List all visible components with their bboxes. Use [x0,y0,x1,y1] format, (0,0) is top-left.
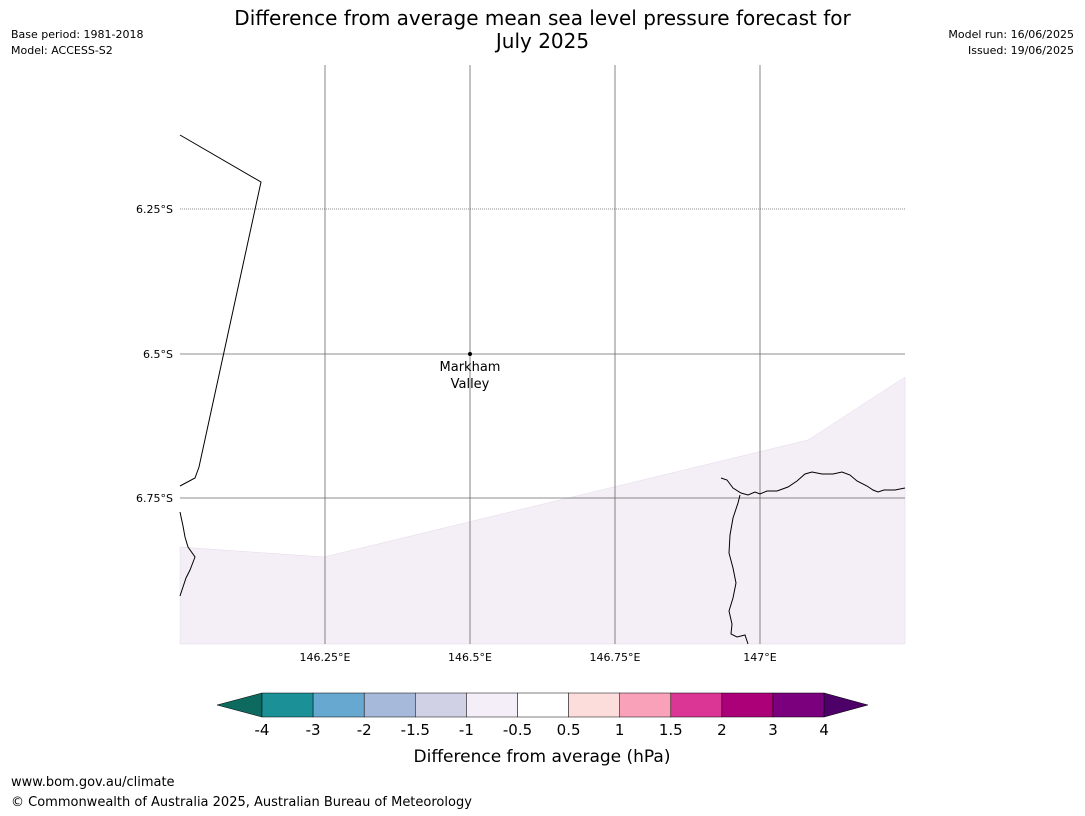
colorbar-tick-label: 2 [717,721,727,739]
colorbar-segment [670,692,723,718]
west-coast [179,511,196,597]
footer-copyright: © Commonwealth of Australia 2025, Austra… [11,795,472,810]
location-label-line-1: Markham [440,360,501,375]
lon-label-147: 147°E [743,651,776,664]
model-text: Model: ACCESS-S2 [11,44,113,57]
colorbar-tick-label: 4 [819,721,829,739]
lat-label-6-75: 6.75°S [136,492,173,505]
colorbar-tick-label: -1 [459,721,474,739]
colorbar-tick-label: -1.5 [401,721,430,739]
colorbar [216,692,869,718]
model-run-text: Model run: 16/06/2025 [948,28,1074,41]
lat-label-6-5: 6.5°S [143,348,173,361]
colorbar-segment [568,692,620,718]
colorbar-segment [619,692,672,718]
lon-label-146-75: 146.75°E [590,651,641,664]
anomaly-shading [179,376,906,645]
meta-left: Base period: 1981-2018 Model: ACCESS-S2 [11,27,143,59]
title-line-1: Difference from average mean sea level p… [234,6,851,30]
colorbar-segment [363,692,416,718]
colorbar-tick-label: 1.5 [659,721,683,739]
base-period-text: Base period: 1981-2018 [11,28,144,41]
river [728,494,749,645]
colorbar-segment [466,692,518,718]
lat-label-6-25: 6.25°S [136,203,173,216]
lon-label-146-5: 146.5°E [448,651,492,664]
colorbar-segment [415,692,467,718]
location-label-line-2: Valley [451,377,490,392]
issued-text: Issued: 19/06/2025 [967,44,1074,57]
colorbar-extend-high [823,692,869,718]
map-title: Difference from average mean sea level p… [0,7,1085,53]
coastlines [179,134,906,645]
colorbar-segment [312,692,365,718]
colorbar-extend-low [216,692,263,718]
colorbar-tick-label: -0.5 [503,721,532,739]
colorbar-segment [261,692,314,718]
colorbar-tick-label: 3 [768,721,778,739]
colorbar-segment [721,692,774,718]
colorbar-tick-label: 1 [615,721,625,739]
colorbar-segment [772,692,825,718]
colorbar-title: Difference from average (hPa) [414,747,671,767]
east-coast [720,471,906,496]
footer-url[interactable]: www.bom.gov.au/climate [11,775,175,790]
location-marker [468,352,472,356]
title-line-2: July 2025 [495,29,590,53]
colorbar-segment [517,692,569,718]
colorbar-ticks: -4 -3 -2 -1.5 -1 -0.5 0.5 1 1.5 2 3 4 [255,721,829,739]
graticule [180,65,905,644]
meta-right: Model run: 16/06/2025 Issued: 19/06/2025 [948,27,1074,59]
colorbar-tick-label: -2 [357,721,372,739]
colorbar-tick-label: -3 [306,721,321,739]
colorbar-tick-label: -4 [255,721,270,739]
lon-label-146-25: 146.25°E [300,651,351,664]
colorbar-tick-label: 0.5 [557,721,581,739]
border-line [179,134,262,487]
